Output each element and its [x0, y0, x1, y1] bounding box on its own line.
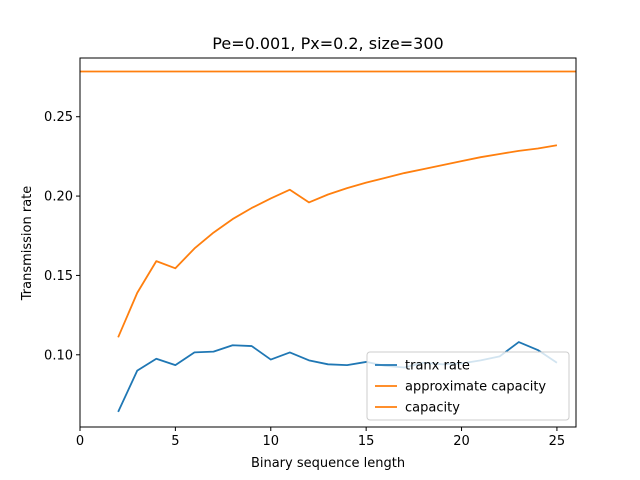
- x-tick-label: 5: [171, 434, 179, 449]
- x-tick-label: 25: [549, 434, 566, 449]
- legend-label-tranx-rate: tranx rate: [405, 359, 470, 374]
- legend-label-capacity: capacity: [405, 401, 460, 416]
- x-tick-label: 20: [453, 434, 470, 449]
- x-tick-label: 0: [76, 434, 84, 449]
- y-tick-label: 0.25: [44, 110, 73, 125]
- legend-label-approximate-capacity: approximate capacity: [405, 380, 546, 395]
- x-axis-label: Binary sequence length: [251, 456, 405, 471]
- y-tick-label: 0.15: [44, 269, 73, 284]
- plot-frame: [79, 57, 577, 428]
- chart-title: Pe=0.001, Px=0.2, size=300: [212, 34, 443, 53]
- y-axis-label: Transmission rate: [20, 186, 35, 302]
- legend-box: [366, 351, 570, 421]
- y-tick-label: 0.20: [44, 190, 73, 205]
- y-tick-label: 0.10: [44, 348, 73, 363]
- x-tick-label: 10: [262, 434, 279, 449]
- legend: tranx rate approximate capacity capacity: [366, 351, 570, 421]
- series-line-approximate-capacity: [117, 144, 558, 338]
- x-tick-label: 15: [358, 434, 375, 449]
- plot-area: 0 5 10 15 20 25 0.10 0.15 0.20 0.25: [44, 57, 577, 449]
